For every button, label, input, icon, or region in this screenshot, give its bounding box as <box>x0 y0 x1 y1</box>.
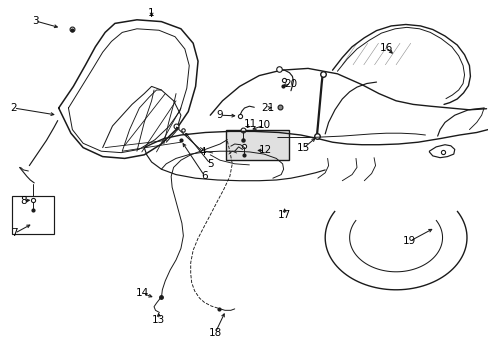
Text: 9: 9 <box>216 110 223 120</box>
Text: 11: 11 <box>243 119 257 129</box>
Text: 10: 10 <box>257 120 270 130</box>
Text: 12: 12 <box>258 145 271 156</box>
Text: 15: 15 <box>296 143 309 153</box>
Text: 16: 16 <box>379 42 392 53</box>
Bar <box>12 196 54 234</box>
Text: 20: 20 <box>284 78 297 89</box>
Text: 4: 4 <box>199 147 206 157</box>
Text: 5: 5 <box>206 159 213 169</box>
Bar <box>225 130 289 160</box>
Text: 6: 6 <box>201 171 207 181</box>
Text: 8: 8 <box>20 196 27 206</box>
Text: 1: 1 <box>148 8 155 18</box>
Text: 19: 19 <box>402 236 416 246</box>
Text: 3: 3 <box>32 16 39 26</box>
Text: 21: 21 <box>261 103 274 113</box>
Text: 14: 14 <box>136 288 149 298</box>
Text: 7: 7 <box>11 228 18 238</box>
Text: 2: 2 <box>10 103 17 113</box>
Text: 18: 18 <box>208 328 222 338</box>
Text: 17: 17 <box>277 210 291 220</box>
Text: 13: 13 <box>152 315 165 325</box>
